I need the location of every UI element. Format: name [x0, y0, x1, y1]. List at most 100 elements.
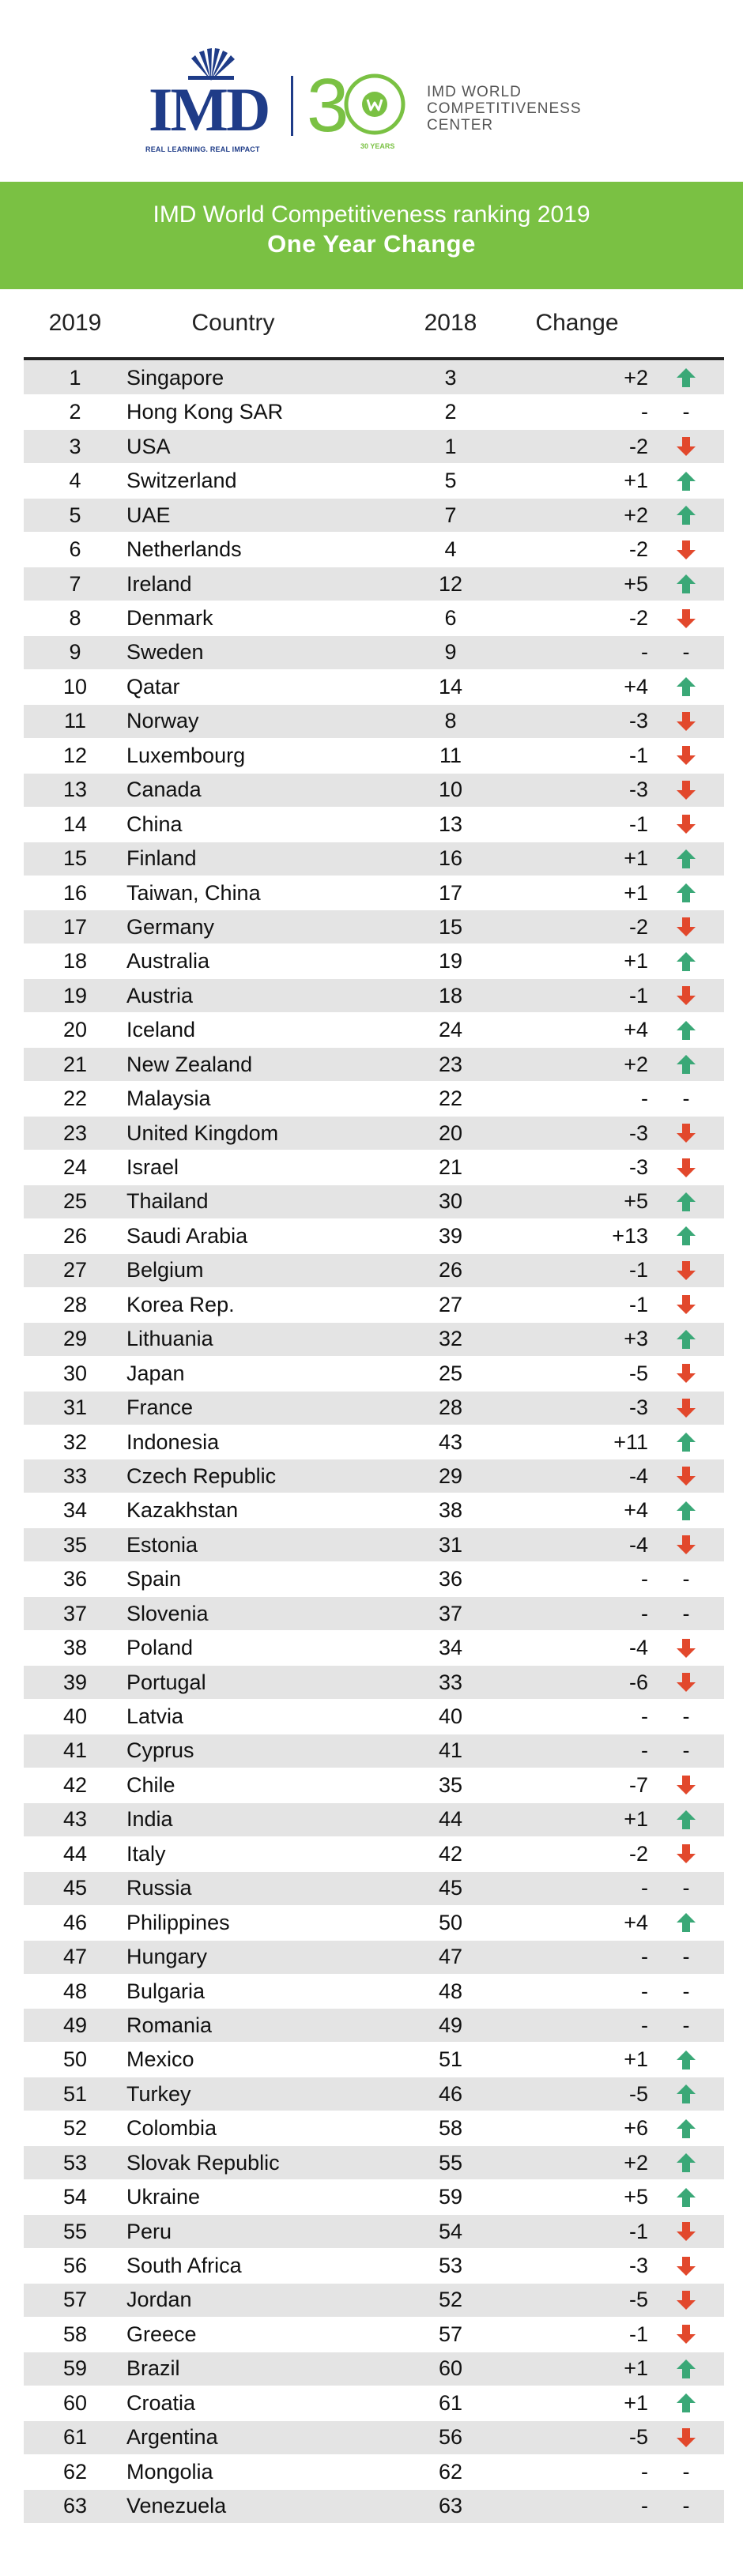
change-cell: +1: [624, 2356, 648, 2381]
rank-2018-cell: 2: [444, 400, 457, 424]
rank-cell: 3: [69, 434, 81, 458]
rank-2018-cell: 14: [438, 674, 463, 699]
up-arrow-icon: [677, 951, 696, 971]
rank-2018-cell: 53: [438, 2254, 463, 2277]
rank-2018-cell: 23: [438, 1052, 463, 1076]
table-row: 16 Taiwan, China 17 +1: [24, 876, 724, 910]
country-cell: Germany: [126, 914, 215, 939]
change-cell: -3: [628, 1155, 648, 1179]
country-cell: Denmark: [126, 606, 213, 630]
up-arrow-icon: [648, 883, 724, 903]
rank-2018-cell: 20: [438, 1120, 463, 1145]
country-cell: Mexico: [126, 2047, 194, 2072]
rank-cell: 47: [62, 1945, 88, 1969]
change-cell: +5: [624, 1189, 648, 1214]
down-arrow-icon: [648, 1638, 724, 1659]
country-cell: Malaysia: [126, 1087, 211, 1111]
table-row: 63 Venezuela 63 - -: [24, 2489, 724, 2523]
down-arrow-icon: [648, 2427, 724, 2448]
down-arrow-icon: [677, 1124, 696, 1143]
change-cell: -2: [628, 434, 648, 458]
rank-cell: 31: [62, 1395, 88, 1420]
rank-2018-cell: 7: [444, 503, 457, 527]
rank-2018-cell: 18: [438, 983, 463, 1007]
down-arrow-icon: [648, 985, 724, 1006]
rank-cell: 10: [62, 674, 88, 699]
no-change-dash: -: [682, 1567, 690, 1591]
change-cell: +13: [612, 1223, 648, 1248]
change-cell: +4: [624, 674, 648, 699]
change-cell: -: [641, 1876, 648, 1900]
country-cell: Ukraine: [126, 2185, 201, 2209]
country-cell: Jordan: [126, 2288, 192, 2312]
rank-cell: 29: [62, 1327, 88, 1351]
country-cell: Israel: [126, 1155, 179, 1179]
down-arrow-icon: [648, 1294, 724, 1315]
no-change-dash: -: [682, 1738, 690, 1763]
up-arrow-icon: [648, 1432, 724, 1452]
change-cell: -: [641, 1979, 648, 2003]
down-arrow-icon: [677, 1535, 696, 1555]
rank-2018-cell: 49: [438, 2013, 463, 2037]
up-arrow-icon: [677, 471, 696, 491]
table-row: 46 Philippines 50 +4: [24, 1906, 724, 1939]
up-arrow-icon: [677, 849, 696, 868]
rank-cell: 34: [62, 1498, 88, 1523]
rank-cell: 35: [62, 1532, 88, 1557]
up-arrow-icon: [677, 2118, 696, 2138]
table-row: 49 Romania 49 - -: [24, 2009, 724, 2043]
rank-2018-cell: 48: [438, 1979, 463, 2003]
up-arrow-icon: [677, 1192, 696, 1211]
up-arrow-icon: [648, 849, 724, 869]
down-arrow-icon: [677, 1398, 696, 1418]
country-cell: Hong Kong SAR: [126, 400, 284, 424]
rank-2018-cell: 58: [438, 2116, 463, 2141]
down-arrow-icon: [677, 2256, 696, 2276]
table-row: 33 Czech Republic 29 -4: [24, 1459, 724, 1493]
change-cell: +1: [624, 846, 648, 871]
change-cell: -: [641, 1738, 648, 1763]
down-arrow-icon: [677, 1260, 696, 1280]
up-arrow-icon: [648, 1329, 724, 1350]
change-cell: -5: [628, 2288, 648, 2312]
no-change-dash: -: [682, 2459, 690, 2484]
imd-sunburst-icon: [188, 48, 235, 81]
banner-title: IMD World Competitiveness ranking 2019: [153, 201, 590, 228]
rank-2018-cell: 56: [438, 2425, 463, 2450]
table-row: 15 Finland 16 +1: [24, 842, 724, 876]
table-row: 38 Poland 34 -4: [24, 1632, 724, 1665]
column-header-country: Country: [191, 310, 275, 336]
change-cell: -: [641, 1567, 648, 1591]
column-header-2018: 2018: [424, 310, 477, 336]
down-arrow-icon: [677, 780, 696, 800]
country-cell: Netherlands: [126, 537, 242, 562]
change-cell: -: [641, 1601, 648, 1625]
center-name-line: CENTER: [427, 117, 494, 134]
change-cell: -1: [628, 743, 648, 767]
rank-2018-cell: 62: [438, 2459, 463, 2484]
change-cell: -5: [628, 2081, 648, 2106]
table-row: 60 Croatia 61 +1: [24, 2386, 724, 2420]
change-cell: -: [641, 2494, 648, 2518]
country-cell: Ireland: [126, 571, 192, 596]
anniversary-3-digit: 3: [307, 63, 349, 147]
rank-cell: 12: [62, 743, 88, 767]
down-arrow-icon: [677, 711, 696, 731]
anniversary-30-icon: 3: [307, 63, 405, 148]
country-cell: Saudi Arabia: [126, 1223, 248, 1248]
up-arrow-icon: [677, 506, 696, 525]
no-change-dash: -: [682, 1945, 690, 1969]
up-arrow-icon: [648, 1912, 724, 1933]
rank-cell: 53: [62, 2150, 88, 2175]
anniversary-caption: 30 YEARS: [360, 142, 395, 150]
rank-cell: 45: [62, 1876, 88, 1900]
down-arrow-icon: [677, 2290, 696, 2310]
down-arrow-icon: [648, 1260, 724, 1281]
center-name-line: IMD WORLD: [427, 84, 522, 100]
rank-cell: 40: [62, 1704, 88, 1728]
rank-cell: 21: [62, 1052, 88, 1076]
table-row: 12 Luxembourg 11 -1: [24, 739, 724, 772]
down-arrow-icon: [648, 1775, 724, 1795]
change-cell: -3: [628, 2254, 648, 2277]
down-arrow-icon: [677, 540, 696, 559]
